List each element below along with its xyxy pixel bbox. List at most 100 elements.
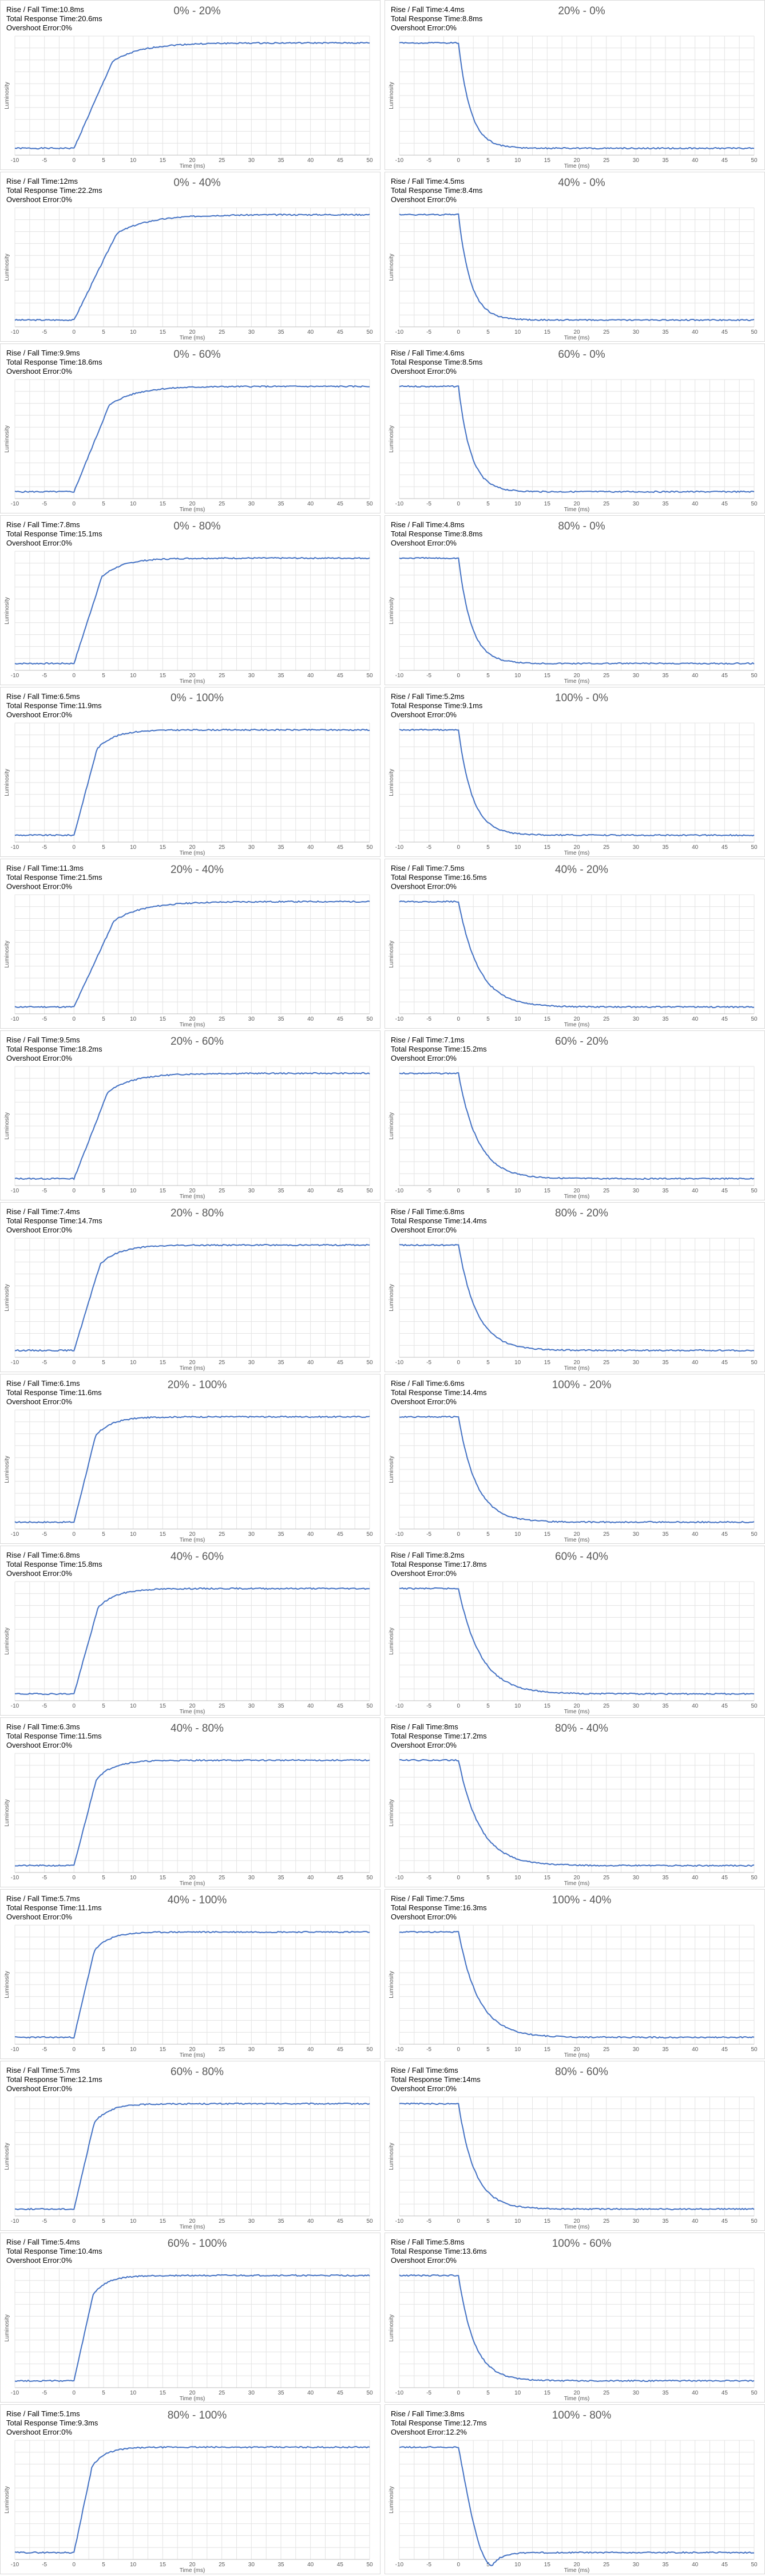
x-tick-label: -10	[11, 844, 19, 851]
y-axis-label: Luminosity	[389, 597, 395, 625]
x-tick-label: 30	[248, 329, 255, 335]
x-tick-label: -10	[395, 2046, 404, 2053]
x-tick-label: 10	[130, 1875, 137, 1881]
x-tick-label: 25	[219, 501, 225, 507]
panel-stats: Rise / Fall Time:6.6ms Total Response Tim…	[391, 1379, 487, 1406]
panel-title: 0% - 80%	[173, 520, 221, 532]
x-tick-label: -5	[42, 1188, 47, 1194]
x-tick-label: 0	[73, 2218, 76, 2225]
panel-stats: Rise / Fall Time:7.5ms Total Response Tim…	[391, 1894, 487, 1922]
x-tick-label: 0	[457, 157, 461, 164]
x-tick-label: 15	[160, 1703, 167, 1709]
x-tick-label: 45	[337, 1875, 344, 1881]
panel-stats: Rise / Fall Time:9.5ms Total Response Tim…	[6, 1036, 102, 1063]
total-response-time: Total Response Time:17.2ms	[391, 1732, 487, 1740]
x-tick-label: 25	[603, 1875, 610, 1881]
luminosity-plot: -10 -5 0 5 10 15 20 25 30 35 40 45 50 Time (ms) Lumino…	[389, 2096, 758, 2230]
x-tick-label: 35	[662, 673, 669, 679]
total-response-time: Total Response Time:15.1ms	[6, 530, 102, 538]
x-tick-label: 25	[603, 2218, 610, 2225]
x-tick-label: 0	[457, 1188, 461, 1194]
x-tick-label: 0	[73, 329, 76, 335]
rise-fall-time: Rise / Fall Time:7.5ms	[391, 1894, 465, 1903]
x-tick-label: 50	[366, 2390, 373, 2396]
luminosity-plot: -10 -5 0 5 10 15 20 25 30 35 40 45 50 Time (ms) Lumino…	[4, 1409, 373, 1543]
x-tick-label: 20	[573, 673, 580, 679]
x-tick-label: -5	[426, 1360, 431, 1366]
x-tick-label: 35	[662, 844, 669, 851]
x-tick-label: 5	[486, 329, 490, 335]
total-response-time: Total Response Time:12.1ms	[6, 2075, 102, 2084]
x-tick-label: 40	[307, 329, 314, 335]
x-tick-label: 15	[160, 1360, 167, 1366]
overshoot-error: Overshoot Error:0%	[6, 195, 72, 204]
x-tick-label: 45	[722, 1703, 728, 1709]
x-tick-label: 35	[278, 1360, 284, 1366]
x-tick-label: -10	[395, 1360, 404, 1366]
panel-stats: Rise / Fall Time:6.1ms Total Response Tim…	[6, 1379, 102, 1406]
total-response-time: Total Response Time:14.7ms	[6, 1216, 102, 1225]
luminosity-plot: -10 -5 0 5 10 15 20 25 30 35 40 45 50 Time (ms) Lumino…	[4, 35, 373, 169]
x-tick-label: 35	[662, 2562, 669, 2568]
x-tick-label: 30	[248, 2390, 255, 2396]
x-tick-label: 10	[514, 1188, 521, 1194]
overshoot-error: Overshoot Error:0%	[6, 1226, 72, 1234]
x-tick-label: 35	[278, 157, 284, 164]
panel-title: 60% - 100%	[167, 2238, 227, 2250]
x-tick-label: 40	[692, 673, 699, 679]
overshoot-error: Overshoot Error:0%	[391, 195, 457, 204]
rise-fall-time: Rise / Fall Time:6.8ms	[6, 1551, 80, 1559]
x-tick-label: 0	[457, 1016, 461, 1022]
x-tick-label: -5	[426, 2046, 431, 2053]
luminosity-series-line	[14, 385, 370, 493]
overshoot-error: Overshoot Error:0%	[391, 1054, 457, 1062]
luminosity-plot: -10 -5 0 5 10 15 20 25 30 35 40 45 50 Time (ms) Lumino…	[389, 1581, 758, 1715]
x-tick-label: -5	[426, 2390, 431, 2396]
x-tick-label: 25	[219, 2390, 225, 2396]
x-tick-label: -10	[395, 329, 404, 335]
x-tick-label: 15	[160, 1531, 167, 1538]
x-tick-label: 0	[457, 2390, 461, 2396]
x-tick-label: 50	[366, 673, 373, 679]
x-tick-label: 40	[307, 2046, 314, 2053]
x-tick-label: -10	[11, 2562, 19, 2568]
rise-fall-time: Rise / Fall Time:6.3ms	[6, 1722, 80, 1731]
x-tick-label: 35	[662, 1875, 669, 1881]
x-tick-label: 0	[73, 2046, 76, 2053]
x-tick-label: 25	[219, 1703, 225, 1709]
x-tick-label: 25	[219, 1016, 225, 1022]
x-tick-label: 10	[130, 1188, 137, 1194]
luminosity-plot: -10 -5 0 5 10 15 20 25 30 35 40 45 50 Time (ms) Lumino…	[389, 1753, 758, 1887]
luminosity-plot: -10 -5 0 5 10 15 20 25 30 35 40 45 50 Time (ms) Lumino…	[4, 1581, 373, 1715]
x-tick-label: 45	[337, 844, 344, 851]
rise-fall-time: Rise / Fall Time:6.8ms	[391, 1207, 465, 1216]
x-axis-label: Time (ms)	[564, 1880, 590, 1887]
luminosity-series-line	[399, 1759, 755, 1867]
x-tick-label: 45	[722, 157, 728, 164]
y-axis-label: Luminosity	[4, 425, 10, 453]
x-tick-label: 35	[662, 1703, 669, 1709]
x-tick-label: 30	[633, 1016, 640, 1022]
y-axis-label: Luminosity	[389, 1799, 395, 1827]
x-tick-label: 10	[514, 2562, 521, 2568]
x-tick-label: -5	[426, 673, 431, 679]
x-tick-label: 40	[692, 2218, 699, 2225]
x-tick-label: 45	[722, 2218, 728, 2225]
response-panel: Rise / Fall Time:5.7ms Total Response Tim…	[0, 1889, 380, 2059]
panel-title: 100% - 80%	[552, 2409, 612, 2421]
x-tick-label: 30	[633, 329, 640, 335]
x-axis-label: Time (ms)	[564, 2052, 590, 2059]
overshoot-error: Overshoot Error:0%	[6, 2256, 72, 2265]
x-tick-label: 40	[692, 844, 699, 851]
luminosity-plot: -10 -5 0 5 10 15 20 25 30 35 40 45 50 Time (ms) Lumino…	[389, 1238, 758, 1372]
x-tick-label: 10	[130, 329, 137, 335]
x-tick-label: 35	[662, 2390, 669, 2396]
x-tick-label: -5	[426, 1016, 431, 1022]
x-tick-label: 20	[189, 2562, 196, 2568]
x-tick-label: 20	[573, 2390, 580, 2396]
x-tick-label: 10	[514, 1531, 521, 1538]
x-tick-label: -5	[42, 157, 47, 164]
panel-stats: Rise / Fall Time:7.1ms Total Response Tim…	[391, 1036, 487, 1063]
x-tick-label: 10	[130, 2562, 137, 2568]
x-tick-label: 30	[633, 2046, 640, 2053]
